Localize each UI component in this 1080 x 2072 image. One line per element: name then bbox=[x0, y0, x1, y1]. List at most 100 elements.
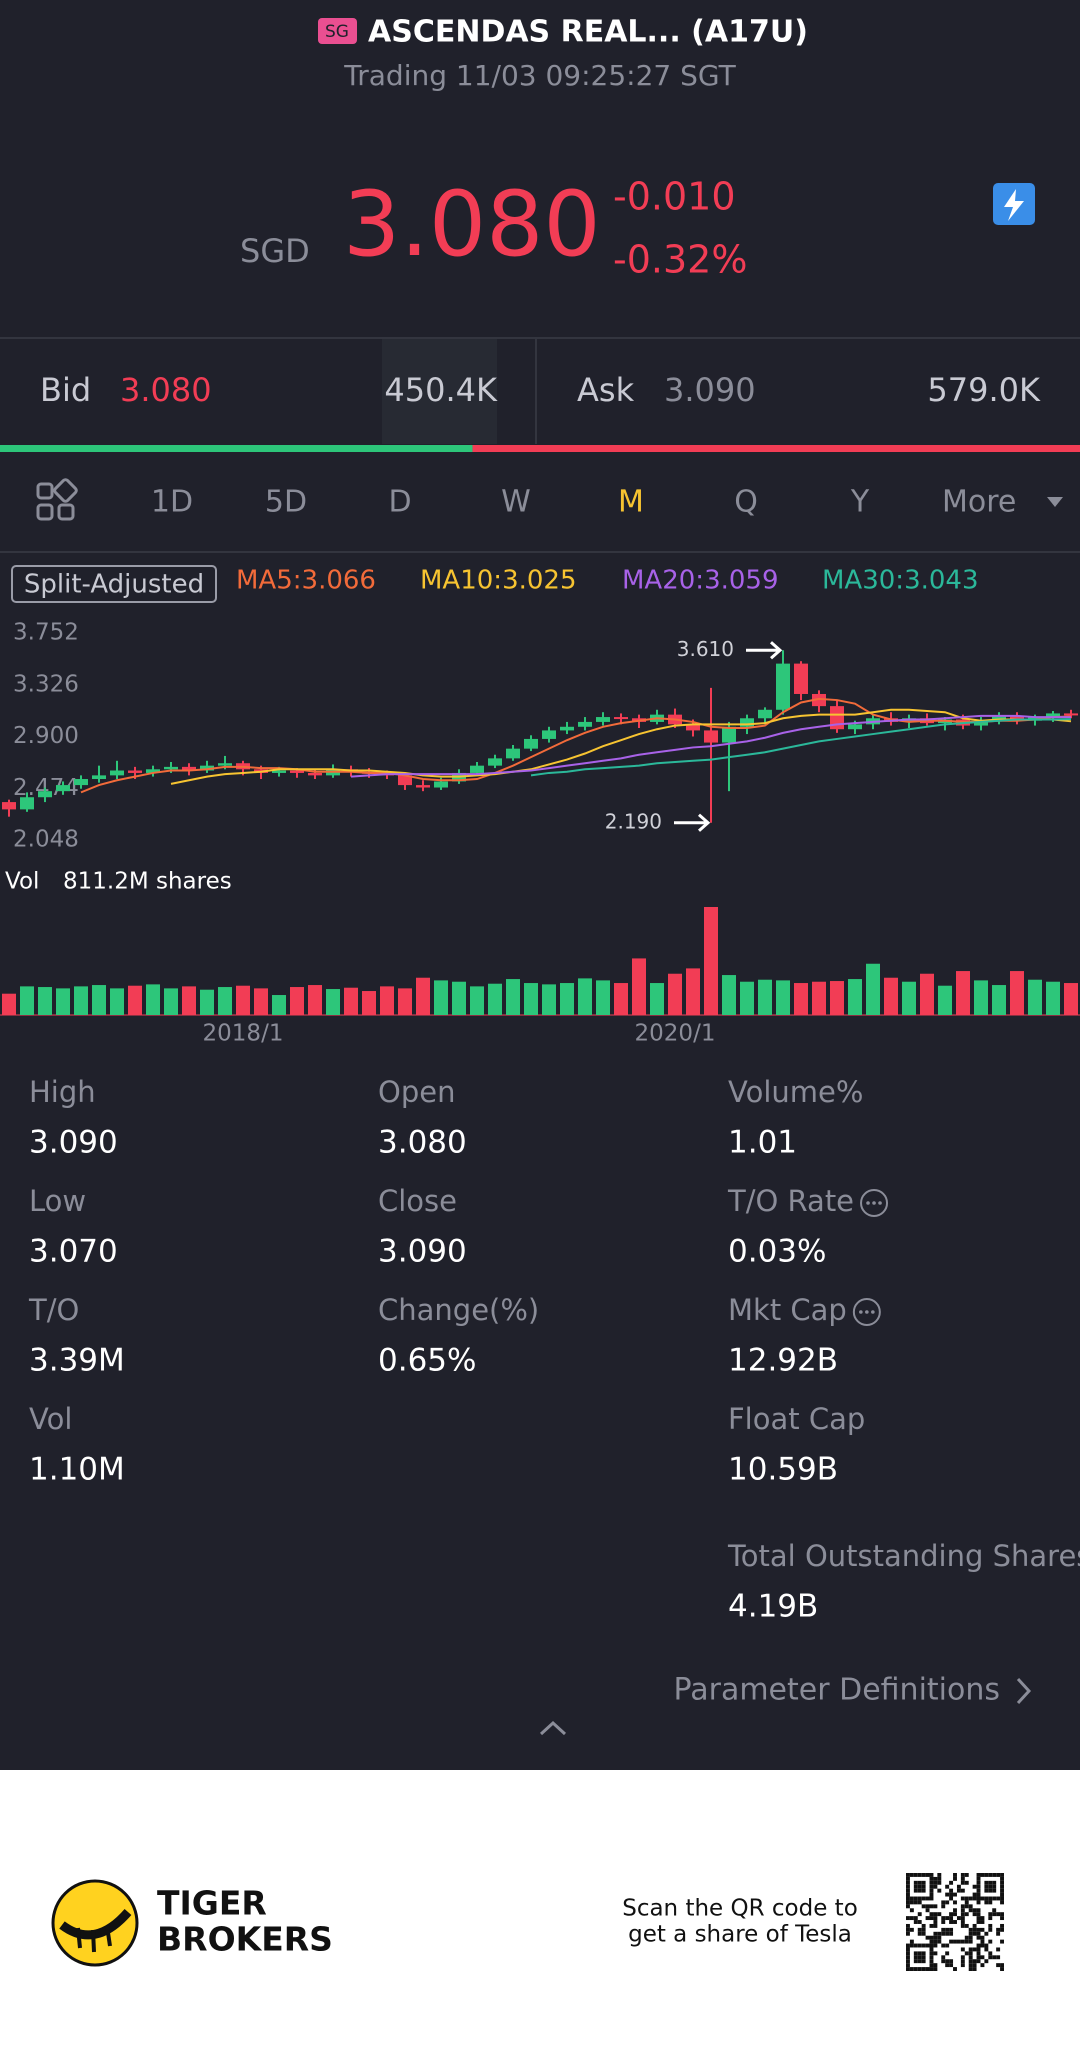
qr-module bbox=[1000, 1884, 1004, 1889]
volume-bar bbox=[632, 958, 646, 1015]
candle-body bbox=[1010, 715, 1024, 721]
qr-module bbox=[960, 1896, 965, 1901]
volume-bar bbox=[650, 983, 664, 1015]
qr-module bbox=[980, 1896, 985, 1901]
qr-module bbox=[945, 1959, 950, 1964]
qr-module bbox=[945, 1963, 950, 1968]
qr-module bbox=[925, 1916, 930, 1921]
brand-line: TIGER bbox=[157, 1884, 267, 1923]
qr-module bbox=[972, 1947, 977, 1952]
qr-module bbox=[980, 1916, 985, 1921]
period-tab[interactable]: D bbox=[388, 485, 411, 520]
candle-body bbox=[218, 763, 232, 766]
qr-module bbox=[956, 1888, 961, 1893]
candle-body bbox=[182, 766, 196, 771]
collapse-icon[interactable] bbox=[539, 1720, 567, 1736]
qr-module bbox=[921, 1884, 926, 1889]
period-tab[interactable]: 1D bbox=[151, 485, 193, 520]
adjust-box[interactable] bbox=[11, 565, 217, 603]
qr-module bbox=[984, 1873, 989, 1877]
qr-module bbox=[941, 1955, 946, 1960]
qr-module bbox=[917, 1955, 922, 1960]
qr-module bbox=[909, 1939, 914, 1944]
period-tab[interactable]: Y bbox=[850, 485, 870, 520]
qr-module bbox=[988, 1927, 993, 1932]
qr-module bbox=[937, 1939, 942, 1944]
candle-body bbox=[416, 785, 430, 788]
qr-module bbox=[933, 1939, 938, 1944]
candle-body bbox=[686, 724, 700, 731]
qr-module bbox=[960, 1912, 965, 1917]
qr-module bbox=[960, 1880, 965, 1885]
qr-module bbox=[980, 1943, 985, 1948]
qr-module bbox=[906, 1947, 910, 1952]
qr-module bbox=[945, 1900, 950, 1905]
qr-module bbox=[906, 1873, 910, 1877]
qr-module bbox=[906, 1916, 910, 1921]
qr-module bbox=[972, 1963, 977, 1968]
param-link[interactable]: Parameter Definitions bbox=[673, 1673, 1000, 1708]
qr-module bbox=[909, 1916, 914, 1921]
qr-module bbox=[988, 1923, 993, 1928]
volume-scale: 811.2M shares bbox=[63, 869, 232, 895]
qr-module bbox=[929, 1904, 934, 1909]
bid-label: Bid bbox=[40, 371, 91, 409]
period-tab[interactable]: More bbox=[942, 485, 1016, 520]
qr-module bbox=[972, 1927, 977, 1932]
adjust-label[interactable]: Split-Adjusted bbox=[24, 570, 204, 600]
qr-module bbox=[917, 1873, 922, 1877]
info-icon[interactable] bbox=[860, 1189, 889, 1217]
qr-module bbox=[1000, 1880, 1004, 1885]
qr-module bbox=[929, 1935, 934, 1940]
qr-module bbox=[921, 1943, 926, 1948]
qr-module bbox=[921, 1931, 926, 1936]
qr-module bbox=[937, 1880, 942, 1885]
period-tab[interactable]: W bbox=[501, 485, 531, 520]
x-tick-label: 2020/1 bbox=[635, 1021, 716, 1047]
qr-module bbox=[917, 1884, 922, 1889]
ma-line bbox=[530, 718, 1072, 777]
volume-bar bbox=[182, 986, 196, 1015]
volume-bar bbox=[884, 977, 898, 1015]
qr-module bbox=[968, 1963, 973, 1968]
qr-module bbox=[984, 1900, 989, 1905]
qr-module bbox=[906, 1884, 910, 1889]
candle-body bbox=[20, 797, 34, 810]
volume-bar bbox=[758, 979, 772, 1015]
qr-module bbox=[949, 1927, 954, 1932]
volume-bar bbox=[74, 986, 88, 1015]
qr-module bbox=[917, 1912, 922, 1917]
stat-label: T/O Rate bbox=[727, 1184, 854, 1218]
qr-module bbox=[972, 1884, 977, 1889]
trading-status: Trading 11/03 09:25:27 SGT bbox=[343, 59, 736, 92]
volume-bar bbox=[542, 984, 556, 1015]
qr-module bbox=[921, 1923, 926, 1928]
layout-icon[interactable] bbox=[36, 478, 78, 521]
info-icon[interactable] bbox=[852, 1298, 881, 1326]
candle-body bbox=[812, 693, 826, 707]
period-tab[interactable]: 5D bbox=[265, 485, 307, 520]
qr-module bbox=[941, 1920, 946, 1924]
volume-bar bbox=[146, 984, 160, 1015]
qr-module bbox=[976, 1916, 981, 1921]
qr-module bbox=[925, 1896, 930, 1901]
volume-bar bbox=[308, 985, 322, 1015]
candle-body bbox=[596, 717, 610, 722]
qr-module bbox=[953, 1892, 957, 1897]
info-dot bbox=[859, 1310, 863, 1314]
qr-module bbox=[906, 1955, 910, 1960]
qr-module bbox=[945, 1884, 950, 1889]
qr-module bbox=[929, 1912, 934, 1917]
qr-module bbox=[1000, 1900, 1004, 1905]
qr-module bbox=[941, 1943, 946, 1948]
qr-module bbox=[949, 1912, 954, 1917]
period-tab[interactable]: Q bbox=[734, 485, 758, 520]
qr-module bbox=[909, 1908, 914, 1913]
qr-module bbox=[933, 1884, 938, 1889]
qr-module bbox=[949, 1880, 954, 1885]
qr-module bbox=[988, 1912, 993, 1917]
stat-label: Close bbox=[378, 1184, 457, 1218]
promo-line: Scan the QR code to bbox=[622, 1896, 858, 1922]
volume-bar bbox=[794, 983, 808, 1015]
period-tab[interactable]: M bbox=[618, 485, 644, 520]
